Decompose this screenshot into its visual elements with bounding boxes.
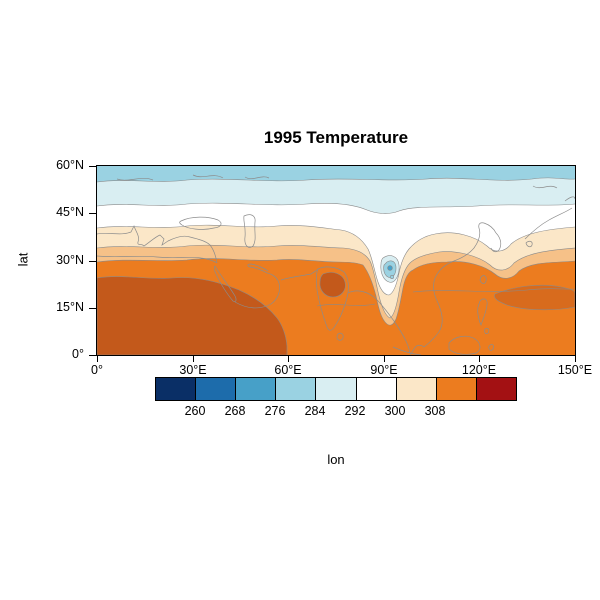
y-tick-label: 30°N [56,253,84,267]
coastline-caspian-sea [243,214,256,248]
y-tick-mark [89,166,96,167]
x-tick-label: 150°E [557,363,593,377]
x-tick-mark [575,356,576,362]
coastline-north-africa [97,255,218,264]
contour-lines [97,177,575,326]
colorbar-cell [435,378,476,400]
coastline-indochina [347,290,443,355]
colorbar-cell [475,378,516,400]
coastline-borneo [448,335,481,355]
x-tick-label: 60°E [274,363,302,377]
coastline-black-sea [179,216,222,230]
colorbar-label: 308 [424,404,446,418]
colorbar-label: 276 [264,404,286,418]
coastline-japan [524,196,575,248]
colorbar-cell [315,378,356,400]
band-dark-orange-nw-india [319,272,346,298]
coastline-sulawesi [488,344,494,351]
contour-cyan-edge [97,202,575,214]
y-tick-label: 60°N [56,158,84,172]
coastline-korea [490,232,502,253]
temperature-map [97,166,575,355]
y-tick-label: 0° [72,347,84,361]
coastline-red-sea [213,265,237,302]
colorbar-label: 260 [184,404,206,418]
coastline-europe-mediterranean [97,225,218,264]
x-tick-mark [384,356,385,362]
x-axis-label: lon [327,452,345,467]
band-dark-orange-africa [97,276,288,355]
colorbar-cell [156,378,196,400]
x-tick-mark [288,356,289,362]
band-light-blue-region [97,166,575,182]
coastline-india [315,266,349,331]
coastlines [97,174,575,355]
colorbar [155,377,517,401]
colorbar-label: 268 [224,404,246,418]
coastline-sumatra [392,346,422,355]
coastline-sri-lanka [336,332,344,341]
contour-ltblue-edge [97,177,575,183]
colorbar-cell [195,378,236,400]
coastline-china [433,222,497,304]
cold-anomaly-spots [380,255,400,283]
x-tick-label: 90°E [370,363,398,377]
band-dark-orange-west-pacific [494,284,575,311]
colorbar-cell [395,378,436,400]
y-tick-mark [89,213,96,214]
contour-peach-edge [97,258,575,326]
y-axis-label: lat [15,252,31,267]
colorbar-cell [355,378,396,400]
x-tick-mark [193,356,194,362]
x-tick-label: 120°E [461,363,497,377]
y-tick-mark [89,355,96,356]
coastline-philippines [477,298,490,335]
cold-spot-core [387,265,393,271]
coastline-arabia [234,263,319,309]
map-plot-area [96,165,576,356]
page-title: 1995 Temperature [263,128,409,147]
colorbar-label: 284 [304,404,326,418]
colorbar-cell [235,378,276,400]
x-tick-mark [479,356,480,362]
y-tick-mark [89,308,96,309]
y-tick-mark [89,261,96,262]
colorbar-label: 292 [344,404,366,418]
contour-cream-edge [97,244,575,319]
x-tick-mark [97,356,98,362]
x-tick-label: 0° [91,363,103,377]
colorbar-cell [275,378,316,400]
y-tick-label: 45°N [56,205,84,219]
cold-spot-small [389,275,394,280]
coastline-taiwan [479,275,487,284]
extra-contour-line [412,288,575,293]
contour-white-edge [97,224,575,296]
x-tick-label: 30°E [179,363,207,377]
colorbar-label: 300 [384,404,406,418]
extra-contour-line [316,303,376,307]
coastline-north-eurasia [116,174,558,189]
y-tick-label: 15°N [56,300,84,314]
